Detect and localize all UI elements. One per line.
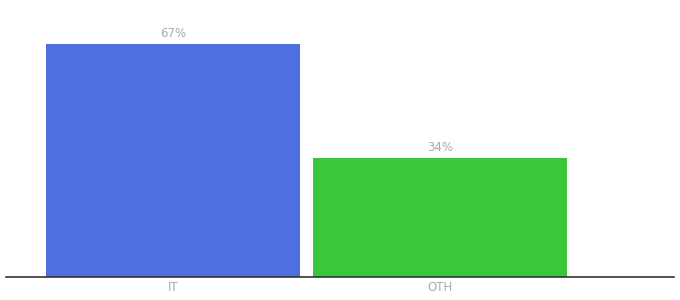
Bar — [313, 158, 567, 277]
Text: 67%: 67% — [160, 27, 186, 40]
Text: 34%: 34% — [427, 141, 454, 154]
Bar — [46, 44, 300, 277]
